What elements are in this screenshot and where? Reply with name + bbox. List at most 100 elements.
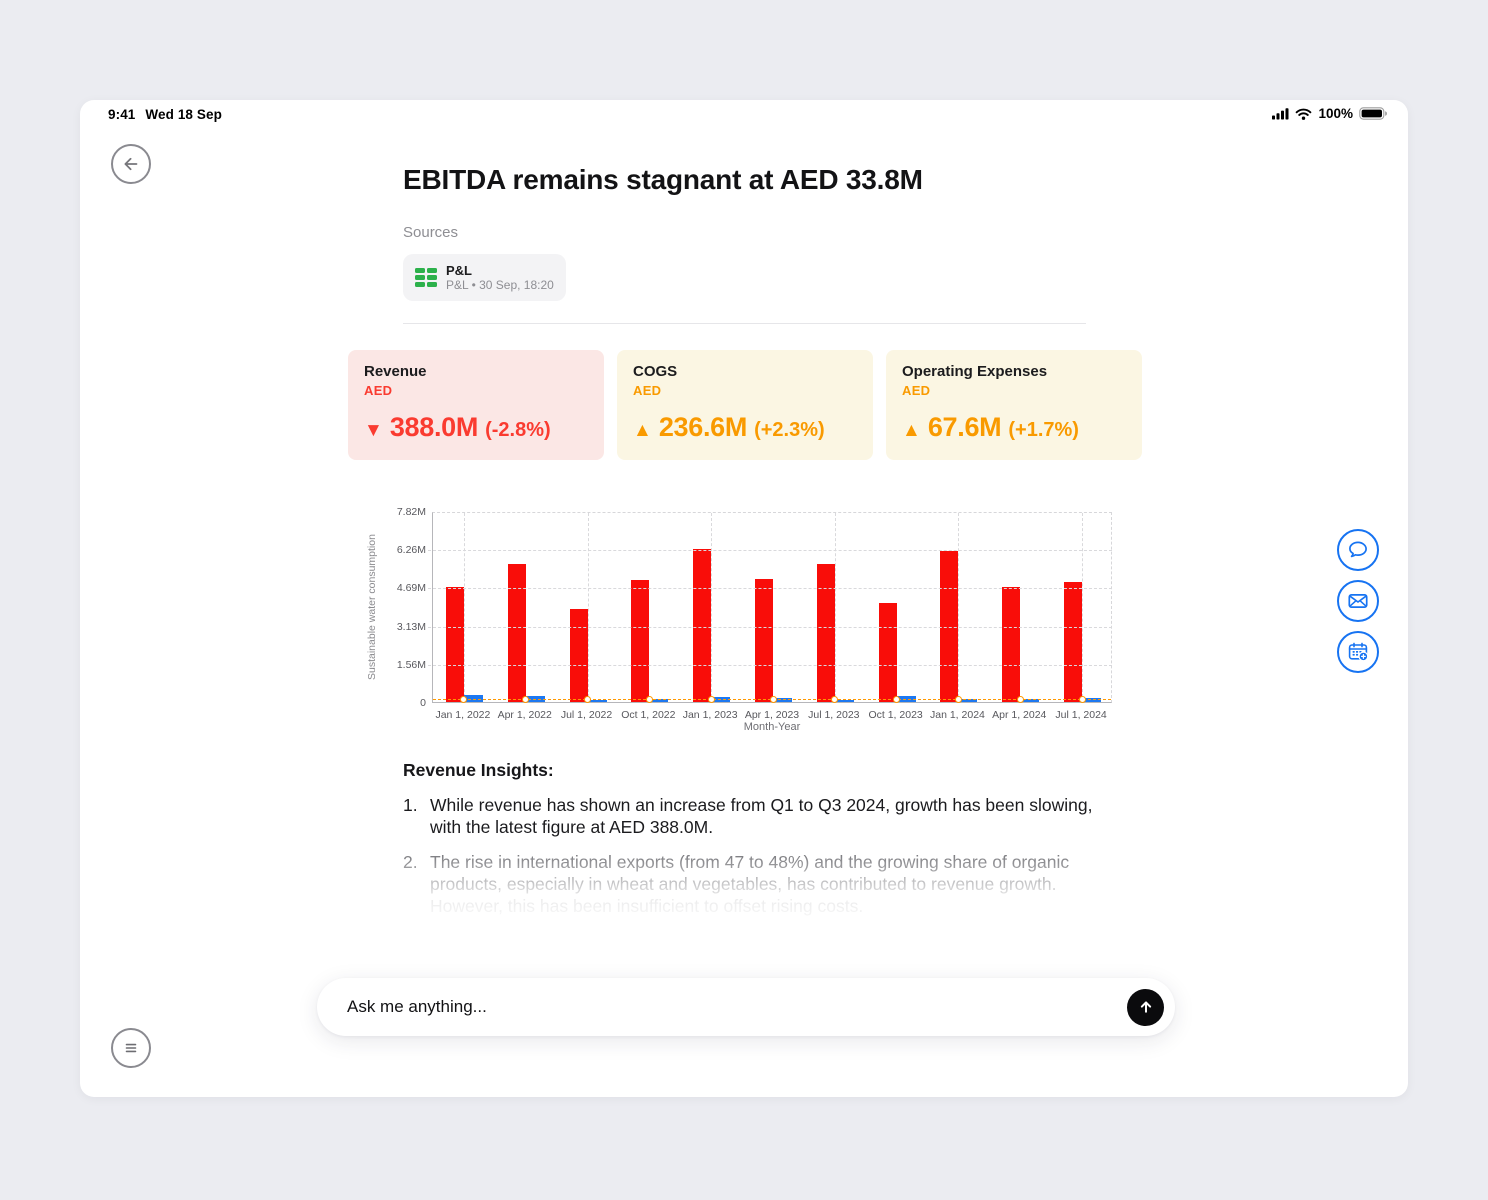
chart-bar-red xyxy=(445,586,464,702)
x-tick-label: Jan 1, 2022 xyxy=(435,709,491,721)
insight-text: While revenue has shown an increase from… xyxy=(430,795,1093,837)
chat-button[interactable] xyxy=(1337,529,1379,571)
source-chip-subtitle: P&L • 30 Sep, 18:20 xyxy=(446,277,554,292)
chart-plot-area xyxy=(432,512,1112,703)
v-gridline xyxy=(711,513,713,702)
triangle-down-icon: ▼ xyxy=(364,420,383,441)
metric-card-operating-expenses[interactable]: Operating Expenses AED ▲ 67.6M (+1.7%) xyxy=(886,350,1142,460)
v-gridline xyxy=(834,513,836,702)
h-gridline xyxy=(428,550,1112,552)
h-gridline xyxy=(428,588,1112,590)
x-tick-label: Jan 1, 2024 xyxy=(930,709,985,721)
triangle-up-icon: ▲ xyxy=(633,420,652,441)
chart-bar-red xyxy=(1064,582,1083,702)
line-marker xyxy=(645,696,653,703)
revenue-chart: 0 1.56M 3.13M 4.69M 6.26M 7.82M Jan 1, 2022 Apr… xyxy=(365,498,1125,748)
chart-bar-blue xyxy=(834,700,854,702)
insight-number: 1. xyxy=(403,795,418,815)
chart-bar-blue xyxy=(958,698,978,702)
chart-bar-red xyxy=(693,549,712,702)
line-marker xyxy=(584,696,592,703)
status-time: 9:41 xyxy=(108,107,136,122)
chart-bar-red xyxy=(569,609,588,702)
h-gridline xyxy=(428,626,1112,628)
metric-label: COGS xyxy=(633,363,678,380)
chart-bar-blue xyxy=(896,695,916,702)
insights-section: Revenue Insights: 1. While revenue has s… xyxy=(403,760,1093,932)
line-marker xyxy=(460,696,468,703)
wifi-icon xyxy=(1296,108,1312,120)
triangle-up-icon: ▲ xyxy=(902,420,921,441)
metric-value-row: ▲ 236.6M (+2.3%) xyxy=(633,412,857,443)
chart-bar-blue xyxy=(525,695,545,702)
x-tick-label: Apr 1, 2024 xyxy=(992,709,1047,721)
y-tick-label: 0 xyxy=(420,697,426,709)
x-tick-label: Jul 1, 2022 xyxy=(560,709,613,721)
battery-percent: 100% xyxy=(1318,106,1353,121)
line-marker xyxy=(769,696,777,703)
chart-bar-blue xyxy=(587,700,607,702)
line-marker xyxy=(1078,696,1086,703)
metric-value: 236.6M xyxy=(658,412,748,442)
metric-change: (+2.3%) xyxy=(754,419,825,441)
status-bar-left: 9:41 Wed 18 Sep xyxy=(108,107,222,122)
x-tick-label: Oct 1, 2023 xyxy=(868,709,923,721)
insight-item: 2. The rise in international exports (fr… xyxy=(403,851,1093,917)
source-chip-pnl[interactable]: P&L P&L • 30 Sep, 18:20 xyxy=(403,254,566,301)
insight-item: 1. While revenue has shown an increase f… xyxy=(403,794,1093,838)
arrow-left-icon xyxy=(124,157,138,171)
app-window: 9:41 Wed 18 Sep 100% EBITDA remains stagn… xyxy=(80,100,1408,1097)
battery-icon xyxy=(1359,107,1387,120)
line-marker xyxy=(831,696,839,703)
metric-card-revenue[interactable]: Revenue AED ▼ 388.0M (-2.8%) xyxy=(348,350,604,460)
metric-value: 388.0M xyxy=(389,412,479,442)
status-bar-right: 100% xyxy=(1272,106,1388,121)
send-button[interactable] xyxy=(1127,988,1164,1026)
h-gridline xyxy=(428,664,1112,666)
y-axis-title: Sustainable water consumption xyxy=(366,534,378,681)
email-button[interactable] xyxy=(1337,580,1379,622)
y-tick-label: 1.56M xyxy=(396,658,426,671)
insight-number: 2. xyxy=(403,852,418,872)
line-marker xyxy=(1016,696,1024,703)
chart-bar-blue xyxy=(1020,698,1040,702)
source-chip-text: P&L P&L • 30 Sep, 18:20 xyxy=(446,263,554,293)
line-marker xyxy=(954,696,962,703)
action-rail xyxy=(1337,529,1379,673)
metric-currency: AED xyxy=(633,383,662,398)
v-gridline xyxy=(1082,513,1084,702)
chart-bar-red xyxy=(755,578,773,702)
chart-bar-red xyxy=(507,564,526,702)
metric-label: Revenue xyxy=(364,363,427,380)
status-date: Wed 18 Sep xyxy=(145,107,222,122)
metric-change: (+1.7%) xyxy=(1008,419,1079,441)
chart-bar-red xyxy=(816,564,835,702)
insight-text: The rise in international exports (from … xyxy=(430,852,1070,916)
arrow-up-icon xyxy=(1140,1001,1151,1013)
chart-bar-red xyxy=(878,603,897,702)
x-tick-label: Jul 1, 2023 xyxy=(808,709,860,721)
back-button[interactable] xyxy=(111,144,151,184)
cellular-signal-icon xyxy=(1272,107,1289,119)
menu-button[interactable] xyxy=(111,1028,151,1068)
y-tick-label: 6.26M xyxy=(396,544,426,557)
x-tick-label: Apr 1, 2023 xyxy=(744,709,800,721)
calendar-button[interactable] xyxy=(1337,631,1379,673)
chart-bar-blue xyxy=(463,695,483,702)
metric-value-row: ▲ 67.6M (+1.7%) xyxy=(902,412,1126,443)
envelope-icon xyxy=(1348,594,1368,608)
metric-card-cogs[interactable]: COGS AED ▲ 236.6M (+2.3%) xyxy=(617,350,873,460)
metric-label: Operating Expenses xyxy=(902,363,1048,380)
insights-heading: Revenue Insights: xyxy=(403,760,554,780)
y-tick-label: 4.69M xyxy=(396,582,426,595)
metric-change: (-2.8%) xyxy=(485,419,551,441)
line-marker xyxy=(707,696,715,703)
ask-input[interactable] xyxy=(347,997,1127,1017)
v-gridline xyxy=(958,513,960,702)
metric-currency: AED xyxy=(364,383,393,398)
y-tick-label: 7.82M xyxy=(396,506,426,518)
x-axis-title: Month-Year xyxy=(743,721,801,733)
chat-bubble-icon xyxy=(1349,541,1367,558)
ask-bar xyxy=(317,978,1175,1036)
calendar-add-icon xyxy=(1348,642,1369,662)
